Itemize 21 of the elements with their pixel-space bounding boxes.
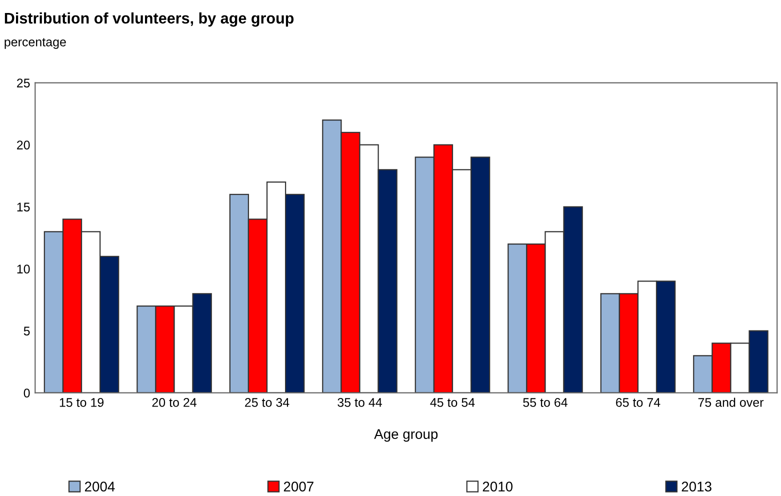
y-tick-label: 20 [17, 140, 30, 150]
x-axis-title: Age group [374, 429, 438, 442]
legend-label: 2010 [482, 482, 513, 492]
legend-label: 2007 [284, 482, 314, 492]
x-tick-label: 55 to 64 [523, 398, 568, 407]
legend-label: 2013 [682, 482, 712, 492]
chart-title: Distribution of volunteers, by age group [4, 12, 294, 27]
y-axis-title: percentage [4, 38, 66, 49]
y-tick-label: 15 [17, 202, 30, 212]
x-tick-label: 35 to 44 [338, 398, 382, 407]
y-tick-label: 5 [24, 326, 30, 336]
x-tick-label: 25 to 34 [245, 398, 290, 407]
y-tick-label: 10 [17, 264, 30, 274]
x-tick-label: 75 and over [698, 398, 764, 407]
y-tick-label: 0 [24, 388, 30, 398]
legend-label: 2004 [84, 482, 115, 492]
y-tick-label: 25 [17, 78, 30, 88]
x-tick-label: 20 to 24 [152, 398, 196, 407]
x-tick-label: 65 to 74 [616, 398, 660, 407]
x-tick-label: 45 to 54 [430, 398, 475, 407]
x-tick-label: 15 to 19 [60, 398, 104, 407]
